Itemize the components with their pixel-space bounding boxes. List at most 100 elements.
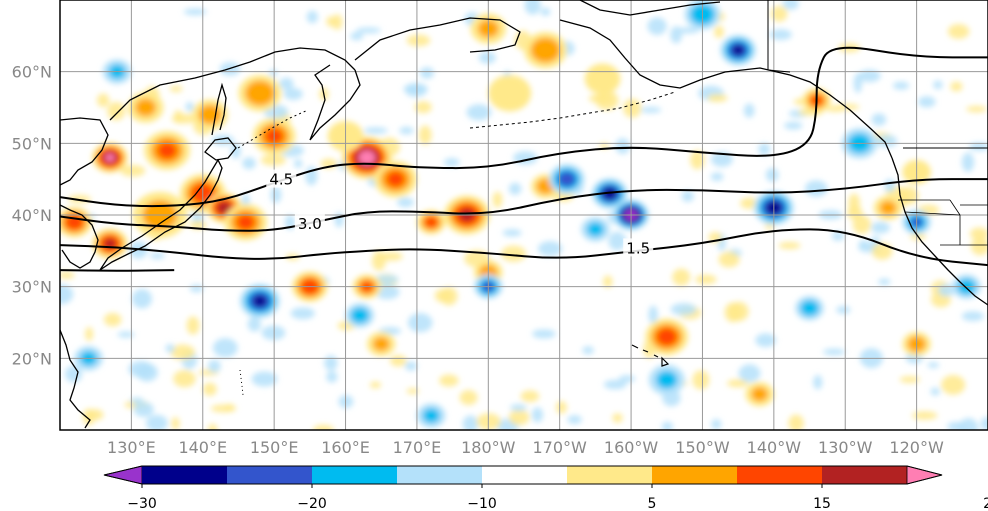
anomaly-speckle xyxy=(183,8,207,16)
anomaly-speckle xyxy=(927,362,940,369)
anomaly-speckle xyxy=(331,14,343,30)
anomaly-speckle xyxy=(681,190,694,202)
coast-hawaii xyxy=(631,344,670,367)
anomaly-speckle xyxy=(738,364,761,383)
anomaly-speckle xyxy=(306,10,318,24)
anomaly-blob xyxy=(424,216,438,228)
contour-line xyxy=(60,46,988,208)
anomaly-speckle xyxy=(133,401,154,418)
colorbar-bin xyxy=(312,466,398,484)
anomaly-speckle xyxy=(189,284,204,293)
coast-na-west xyxy=(891,157,988,306)
anomaly-speckle xyxy=(389,355,407,367)
longitude-labels: 130°E 140°E 150°E 160°E 170°E 180°W 170°W 160°W… xyxy=(107,438,944,457)
colorbar-bin xyxy=(822,466,908,484)
anomaly-speckle xyxy=(899,376,920,384)
contour-line xyxy=(60,178,988,232)
anomaly-blob xyxy=(800,300,819,316)
anomaly-speckle xyxy=(356,27,381,34)
lon-tick-label: 180°W xyxy=(461,438,516,457)
anomaly-speckle xyxy=(283,88,303,101)
anomaly-speckle xyxy=(770,5,788,22)
anomaly-speckle xyxy=(247,316,262,332)
anomaly-blob xyxy=(245,80,275,106)
anomaly-blob xyxy=(198,104,222,125)
anomaly-speckle xyxy=(640,106,662,114)
anomaly-speckle xyxy=(765,167,779,182)
lat-tick-label: 30°N xyxy=(12,278,52,297)
anomaly-speckle xyxy=(769,29,792,41)
colorbar-bin xyxy=(652,466,738,484)
coast-alaska-north xyxy=(579,0,721,16)
anomaly-speckle xyxy=(170,344,196,360)
colorbar-tick-label: −30 xyxy=(127,496,157,511)
anomaly-speckle xyxy=(847,205,863,220)
anomaly-blob xyxy=(656,328,677,346)
anomaly-blob xyxy=(530,37,561,63)
anomaly-speckle xyxy=(404,82,428,97)
anomaly-speckle xyxy=(599,142,610,149)
anomaly-speckle xyxy=(379,251,403,261)
lon-tick-label: 170°W xyxy=(533,438,588,457)
colorbar-tick-label: −10 xyxy=(467,496,497,511)
contour-line xyxy=(60,269,175,272)
anomaly-speckle xyxy=(823,348,846,356)
colorbar-bin xyxy=(397,466,483,484)
anomaly-speckle xyxy=(911,411,938,420)
anomaly-speckle xyxy=(65,365,83,383)
contour-lines: 4.5 3.0 1.5 xyxy=(60,46,988,272)
lon-tick-label: 150°W xyxy=(675,438,730,457)
anomaly-speckle xyxy=(755,333,776,348)
anomaly-speckle xyxy=(892,81,910,90)
anomaly-speckle xyxy=(462,415,479,430)
anomaly-speckle xyxy=(871,242,893,260)
anomaly-speckle xyxy=(103,312,122,327)
anomaly-speckle xyxy=(710,151,733,167)
contour-label: 4.5 xyxy=(269,171,293,189)
anomaly-blob xyxy=(350,307,369,324)
anomaly-blob xyxy=(105,153,115,162)
anomaly-speckle xyxy=(130,397,144,404)
anomaly-speckle xyxy=(149,252,165,260)
anomaly-speckle xyxy=(969,142,988,151)
lon-tick-label: 160°W xyxy=(604,438,659,457)
anomaly-speckle xyxy=(186,316,200,335)
anomaly-blob xyxy=(157,142,177,159)
lon-tick-label: 140°W xyxy=(747,438,802,457)
lat-tick-label: 20°N xyxy=(12,349,52,368)
anomaly-speckle xyxy=(670,26,683,44)
anomaly-speckle xyxy=(707,94,728,102)
anomaly-speckle xyxy=(397,197,414,208)
border-states xyxy=(898,199,988,246)
anomaly-speckle xyxy=(85,326,94,342)
anomaly-speckle xyxy=(406,388,419,395)
anomaly-speckle xyxy=(60,284,74,305)
anomaly-speckle xyxy=(520,390,540,403)
anomaly-speckle xyxy=(958,417,979,430)
anomaly-speckle xyxy=(618,375,636,383)
anomaly-speckle xyxy=(96,93,110,108)
anomaly-speckle xyxy=(279,77,294,90)
anomaly-speckle xyxy=(120,164,146,177)
contour-label: 1.5 xyxy=(626,239,650,257)
anomaly-blob xyxy=(135,98,157,117)
anomaly-speckle xyxy=(947,23,970,39)
anomaly-speckle xyxy=(510,404,527,412)
anomaly-speckle xyxy=(878,278,891,286)
anomaly-speckle xyxy=(350,32,364,41)
anomaly-speckle xyxy=(146,414,168,430)
anomaly-speckle xyxy=(603,379,627,390)
colorbar-tick-label: 15 xyxy=(813,496,831,511)
anomaly-speckle xyxy=(399,126,414,135)
anomaly-speckle xyxy=(459,389,478,406)
colorbar: −30 −20 −10 5 15 25 xyxy=(103,465,988,511)
anomaly-speckle xyxy=(312,424,334,430)
anomaly-speckle xyxy=(107,101,126,121)
anomaly-speckle xyxy=(615,138,630,155)
anomaly-speckle xyxy=(207,359,221,373)
coast-kuril xyxy=(237,109,309,149)
anomaly-speckle xyxy=(784,121,803,130)
colorbar-arrow-left xyxy=(103,465,143,485)
anomaly-speckle xyxy=(374,284,400,300)
anomaly-speckle xyxy=(718,251,740,268)
